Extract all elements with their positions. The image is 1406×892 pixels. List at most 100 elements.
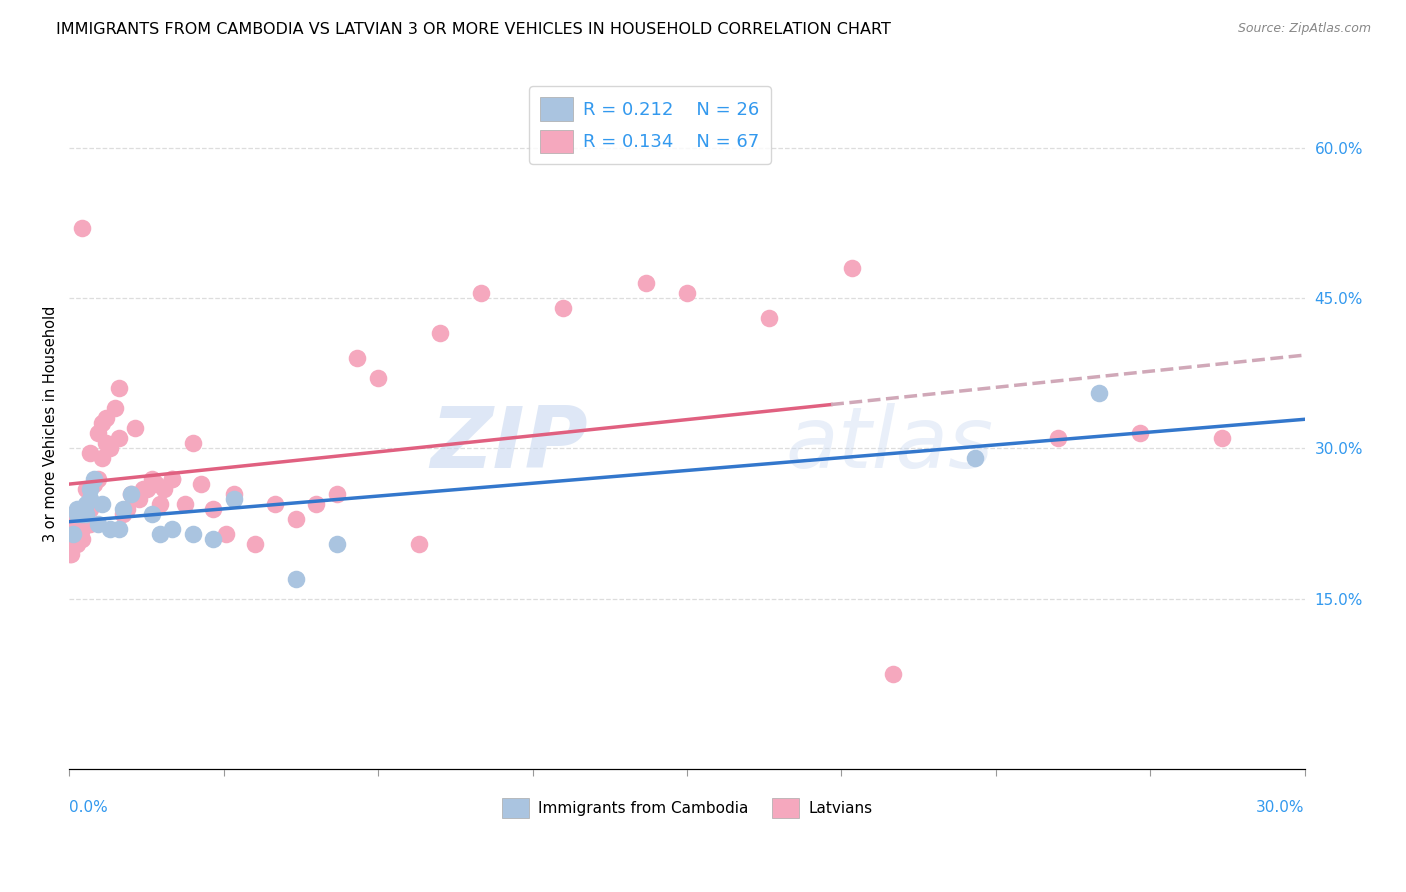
- Point: [87, 426, 110, 441]
- Point: [145, 476, 167, 491]
- Point: [65, 537, 87, 551]
- Point: [107, 431, 129, 445]
- Point: [429, 326, 451, 340]
- Point: [60, 547, 83, 561]
- Point: [107, 522, 129, 536]
- Point: [1129, 426, 1152, 441]
- Text: atlas: atlas: [786, 402, 994, 485]
- Point: [91, 451, 114, 466]
- Point: [243, 537, 266, 551]
- Point: [96, 436, 118, 450]
- Point: [83, 476, 105, 491]
- Point: [62, 526, 84, 541]
- Point: [284, 511, 307, 525]
- Point: [634, 276, 657, 290]
- Point: [62, 526, 84, 541]
- Point: [190, 476, 212, 491]
- Point: [160, 522, 183, 536]
- Point: [128, 491, 150, 506]
- Point: [149, 526, 172, 541]
- Point: [284, 572, 307, 586]
- Point: [136, 482, 159, 496]
- Point: [111, 501, 134, 516]
- Point: [841, 260, 863, 275]
- Point: [305, 497, 328, 511]
- Point: [132, 482, 155, 496]
- Point: [70, 501, 93, 516]
- Point: [141, 471, 163, 485]
- Point: [1046, 431, 1069, 445]
- Point: [75, 501, 97, 516]
- Point: [111, 507, 134, 521]
- Point: [215, 526, 238, 541]
- Point: [141, 507, 163, 521]
- Point: [91, 417, 114, 431]
- Point: [66, 507, 89, 521]
- Point: [100, 442, 122, 456]
- Point: [222, 491, 245, 506]
- Point: [79, 446, 101, 460]
- Point: [160, 471, 183, 485]
- Point: [264, 497, 287, 511]
- Point: [96, 411, 118, 425]
- Point: [70, 501, 93, 516]
- Point: [120, 486, 142, 500]
- Point: [75, 516, 97, 531]
- Point: [115, 501, 138, 516]
- Point: [470, 285, 492, 300]
- Point: [173, 497, 195, 511]
- Point: [965, 451, 987, 466]
- Point: [346, 351, 368, 366]
- Point: [181, 526, 204, 541]
- Point: [1211, 431, 1233, 445]
- Point: [1087, 386, 1109, 401]
- Point: [326, 537, 349, 551]
- Point: [758, 311, 780, 326]
- Text: ZIP: ZIP: [430, 402, 588, 485]
- Point: [83, 471, 105, 485]
- Text: 30.0%: 30.0%: [1256, 800, 1305, 815]
- Text: IMMIGRANTS FROM CAMBODIA VS LATVIAN 3 OR MORE VEHICLES IN HOUSEHOLD CORRELATION : IMMIGRANTS FROM CAMBODIA VS LATVIAN 3 OR…: [56, 22, 891, 37]
- Point: [70, 522, 93, 536]
- Point: [202, 501, 225, 516]
- Point: [882, 667, 904, 681]
- Point: [160, 471, 183, 485]
- Legend: Immigrants from Cambodia, Latvians: Immigrants from Cambodia, Latvians: [495, 792, 879, 824]
- Point: [153, 482, 176, 496]
- Point: [83, 497, 105, 511]
- Point: [62, 516, 84, 531]
- Point: [87, 516, 110, 531]
- Point: [107, 381, 129, 395]
- Point: [676, 285, 699, 300]
- Point: [87, 471, 110, 485]
- Y-axis label: 3 or more Vehicles in Household: 3 or more Vehicles in Household: [44, 305, 58, 541]
- Point: [75, 482, 97, 496]
- Point: [75, 507, 97, 521]
- Point: [120, 486, 142, 500]
- Point: [79, 491, 101, 506]
- Point: [202, 532, 225, 546]
- Point: [79, 501, 101, 516]
- Point: [70, 507, 93, 521]
- Point: [66, 501, 89, 516]
- Point: [79, 482, 101, 496]
- Point: [103, 401, 125, 416]
- Point: [91, 497, 114, 511]
- Point: [181, 436, 204, 450]
- Point: [149, 497, 172, 511]
- Point: [124, 421, 146, 435]
- Point: [222, 486, 245, 500]
- Point: [100, 522, 122, 536]
- Point: [59, 547, 82, 561]
- Point: [66, 537, 89, 551]
- Text: 0.0%: 0.0%: [69, 800, 108, 815]
- Point: [70, 532, 93, 546]
- Point: [75, 497, 97, 511]
- Point: [367, 371, 389, 385]
- Point: [79, 516, 101, 531]
- Point: [553, 301, 575, 315]
- Point: [326, 486, 349, 500]
- Point: [66, 507, 89, 521]
- Text: Source: ZipAtlas.com: Source: ZipAtlas.com: [1237, 22, 1371, 36]
- Point: [70, 220, 93, 235]
